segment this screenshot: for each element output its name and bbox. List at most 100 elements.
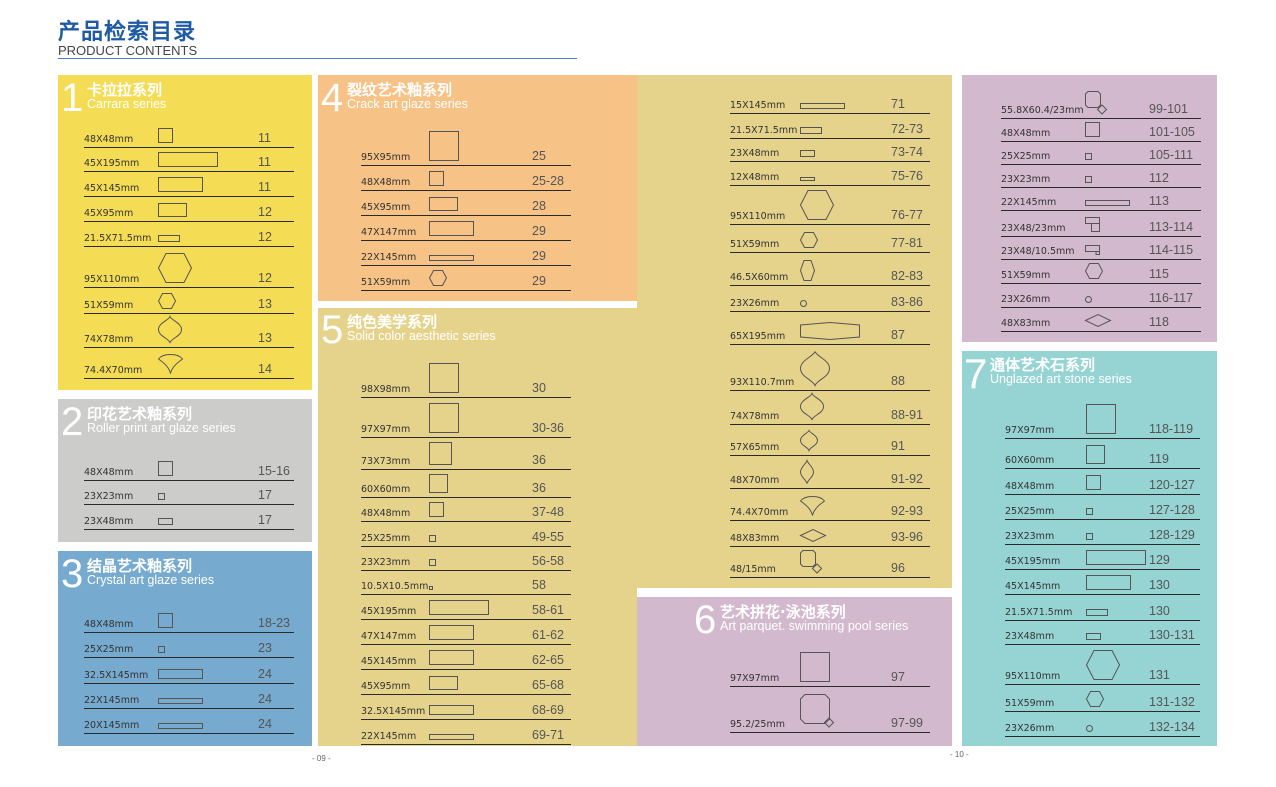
page-reference: 101-105 [1149,125,1195,139]
page-reference: 18-23 [258,616,290,630]
tile-size: 10.5X10.5mm [361,581,429,592]
tile-shape-sq-icon [1085,122,1100,137]
title-divider [58,58,577,59]
tile-shape-lantern-l-icon [799,351,831,387]
section-art-parquet-continued [962,75,1217,342]
page-reference: 13 [258,297,272,311]
tile-shape-combo-sq-icon [1085,217,1100,232]
page-reference: 25 [532,149,546,163]
catalog-row: 93X110.7mm 88 [730,351,930,391]
page-reference: 14 [258,362,272,376]
tile-size: 21.5X71.5mm [730,125,798,136]
tile-size: 60X60mm [1005,455,1055,466]
tile-size: 20X145mm [84,720,140,731]
catalog-row: 51X59mm 13 [84,277,294,314]
tile-size: 22X145mm [361,252,417,263]
catalog-row: 48/15mm 96 [730,541,930,578]
catalog-row: 45X95mm 12 [84,185,294,222]
page-reference: 93-96 [891,530,923,544]
tile-shape-hex-l-icon [157,253,193,283]
page-reference: 68-69 [532,703,564,717]
catalog-row: 21.5X71.5mm 72-73 [730,102,930,139]
page-reference: 30 [532,381,546,395]
page-reference: 115 [1149,267,1169,281]
page-reference: 83-86 [891,295,923,309]
tile-size: 23X23mm [84,491,134,502]
tile-size: 47X147mm [361,631,417,642]
page-reference: 56-58 [532,554,564,568]
tile-size: 57X65mm [730,442,780,453]
catalog-row: 47X147mm 61-62 [361,608,571,645]
page-reference: 87 [891,328,905,342]
tile-size: 23X26mm [1001,294,1051,305]
catalog-row: 21.5X71.5mm 12 [84,210,294,247]
page-reference: 12 [258,271,272,285]
tile-shape-rect-xl-icon [1086,550,1146,565]
tile-shape-octa-dot-icon [800,550,823,574]
page-reference: 91 [891,439,905,453]
tile-shape-strip-thin-icon [429,734,474,740]
tile-size: 21.5X71.5mm [84,233,152,244]
page-reference: 130-131 [1149,628,1195,642]
tile-size: 23X23mm [1005,531,1055,542]
catalog-row: 22X145mm 24 [84,672,294,709]
tile-size: 45X145mm [84,183,140,194]
tile-size: 25X25mm [84,644,134,655]
tile-size: 22X145mm [1001,197,1057,208]
tile-size: 23X48/23mm [1001,223,1066,234]
catalog-row: 32.5X145mm 68-69 [361,683,571,720]
tile-shape-octa-dot-icon [1085,91,1108,115]
catalog-row: 45X95mm 65-68 [361,658,571,695]
catalog-row: 97X97mm 30-36 [361,401,571,438]
catalog-row: 21.5X71.5mm 130 [1005,584,1200,621]
tile-shape-rect-l-icon [429,221,474,236]
tile-size: 45X145mm [361,656,417,667]
page-reference: 105-111 [1149,148,1194,162]
page-reference: 132-134 [1149,720,1195,734]
tile-size: 74X78mm [84,334,134,345]
tile-shape-sq-icon [429,171,444,186]
section-art-parquet [637,597,952,746]
tile-size: 74X78mm [730,411,780,422]
page-reference: 118 [1149,315,1169,329]
tile-shape-hex-tall-icon [799,260,816,281]
catalog-row: 48X48mm 18-23 [84,596,294,633]
tile-size: 45X95mm [84,208,134,219]
catalog-row: 48X48mm 15-16 [84,444,294,481]
catalog-row: 48X48mm 37-48 [361,485,571,522]
page-reference: 29 [532,249,546,263]
catalog-row: 48X48mm 25-28 [361,154,571,191]
tile-size: 95X110mm [730,211,786,222]
page-reference: 129 [1149,553,1170,567]
tile-shape-sq-m-icon [429,442,452,465]
page-reference: 114-115 [1149,243,1194,257]
page-reference: 113 [1149,194,1169,208]
tile-size: 48X48mm [1005,481,1055,492]
page-reference: 113-114 [1149,220,1194,234]
catalog-row: 23X23mm 56-58 [361,534,571,571]
catalog-row: 15X145mm 71 [730,77,930,114]
tile-size: 47X147mm [361,227,417,238]
page-number-left: - 09 - [312,754,331,763]
catalog-row: 51X59mm 77-81 [730,216,930,253]
catalog-row: 95.2/25mm 97-99 [730,694,930,733]
page-reference: 24 [258,717,272,731]
page-reference: 15-16 [258,464,290,478]
section-title-en: Art parquet. swimming pool series [720,619,909,633]
tile-shape-lantern-icon [799,391,825,421]
tile-size: 95X110mm [1005,671,1061,682]
tile-size: 22X145mm [84,695,140,706]
tile-size: 48/15mm [730,564,776,575]
tile-shape-sq-60-icon [429,474,448,493]
tile-size: 97X97mm [361,424,411,435]
page-reference: 65-68 [532,678,564,692]
tile-shape-fan-icon [799,496,826,516]
page-reference: 13 [258,331,272,345]
tile-shape-sq-xs-icon [429,559,436,566]
catalog-row: 65X195mm 87 [730,308,930,345]
page-reference: 11 [258,155,271,169]
catalog-row: 23X23mm 17 [84,468,294,505]
catalog-row: 48X48mm 120-127 [1005,458,1200,495]
catalog-row: 25X25mm 105-111 [1001,128,1201,165]
tile-shape-hex-s-icon [799,232,819,248]
